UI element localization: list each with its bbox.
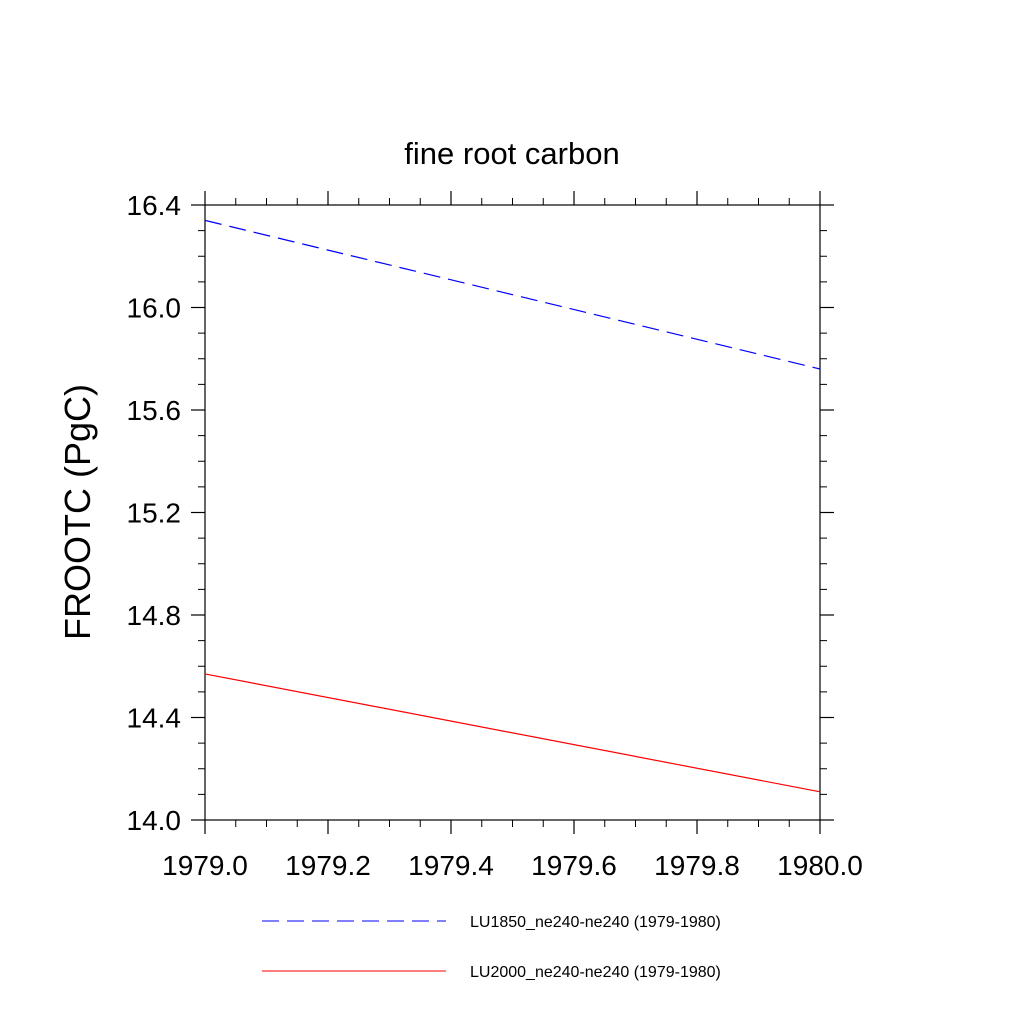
series-line-1 [204,219,821,370]
legend-label-2: LU2000_ne240-ne240 (1979-1980) [470,964,721,981]
plot-frame [204,204,821,821]
y-tick-label: 16.4 [127,190,182,221]
plot-area: 1979.0 1979.2 1979.4 1979.6 1979.8 1980.0 14.0… [127,190,863,881]
x-tick-label: 1979.0 [162,850,248,881]
y-axis-label: FROOTC (PgC) [57,384,98,640]
legend-label-1: LU1850_ne240-ne240 (1979-1980) [470,914,721,931]
x-tick-label: 1980.0 [777,850,863,881]
series-line-2 [204,673,821,793]
legend: LU1850_ne240-ne240 (1979-1980) LU2000_ne2… [262,914,721,981]
x-tick-label: 1979.6 [531,850,617,881]
y-tick-label: 15.6 [127,395,182,426]
y-tick-label: 14.8 [127,600,182,631]
y-tick-label: 15.2 [127,498,182,529]
x-tick-label: 1979.4 [408,850,494,881]
x-tick-label: 1979.2 [285,850,371,881]
y-tick-label: 14.4 [127,703,182,734]
x-tick-label: 1979.8 [654,850,740,881]
y-tick-label: 14.0 [127,805,182,836]
y-tick-label: 16.0 [127,293,182,324]
chart-title: fine root carbon [404,136,619,171]
